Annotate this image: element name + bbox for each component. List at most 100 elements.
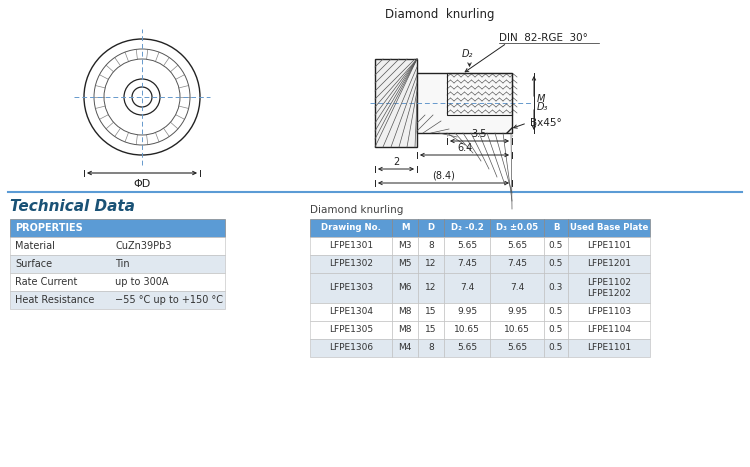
Text: LFPE1301: LFPE1301 bbox=[329, 241, 373, 250]
Text: PROPERTIES: PROPERTIES bbox=[15, 223, 82, 233]
Text: 0.5: 0.5 bbox=[549, 344, 563, 353]
FancyBboxPatch shape bbox=[444, 219, 490, 237]
Text: LFPE1102
LFPE1202: LFPE1102 LFPE1202 bbox=[587, 278, 631, 297]
Text: LFPE1201: LFPE1201 bbox=[587, 260, 631, 269]
FancyBboxPatch shape bbox=[568, 321, 650, 339]
Text: Surface: Surface bbox=[15, 259, 52, 269]
FancyBboxPatch shape bbox=[568, 303, 650, 321]
Text: M8: M8 bbox=[398, 325, 412, 334]
Text: M4: M4 bbox=[398, 344, 412, 353]
FancyBboxPatch shape bbox=[444, 303, 490, 321]
Text: LFPE1306: LFPE1306 bbox=[329, 344, 373, 353]
FancyBboxPatch shape bbox=[544, 321, 568, 339]
FancyBboxPatch shape bbox=[490, 273, 544, 303]
FancyBboxPatch shape bbox=[10, 237, 225, 255]
FancyBboxPatch shape bbox=[392, 303, 418, 321]
Text: Technical Data: Technical Data bbox=[10, 199, 135, 214]
FancyBboxPatch shape bbox=[10, 273, 225, 291]
Text: 7.45: 7.45 bbox=[457, 260, 477, 269]
Text: 12: 12 bbox=[425, 283, 436, 292]
FancyBboxPatch shape bbox=[544, 273, 568, 303]
FancyBboxPatch shape bbox=[490, 321, 544, 339]
FancyBboxPatch shape bbox=[444, 321, 490, 339]
FancyBboxPatch shape bbox=[490, 255, 544, 273]
Text: 15: 15 bbox=[425, 325, 436, 334]
FancyBboxPatch shape bbox=[544, 339, 568, 357]
Text: D₂: D₂ bbox=[462, 49, 473, 59]
Text: ΦD: ΦD bbox=[134, 179, 151, 189]
Text: 8: 8 bbox=[428, 241, 433, 250]
Text: M3: M3 bbox=[398, 241, 412, 250]
FancyBboxPatch shape bbox=[392, 255, 418, 273]
FancyBboxPatch shape bbox=[418, 219, 444, 237]
Text: LFPE1302: LFPE1302 bbox=[329, 260, 373, 269]
Text: 0.5: 0.5 bbox=[549, 241, 563, 250]
Text: 10.65: 10.65 bbox=[504, 325, 530, 334]
FancyBboxPatch shape bbox=[392, 237, 418, 255]
Text: 0.5: 0.5 bbox=[549, 260, 563, 269]
Text: Heat Resistance: Heat Resistance bbox=[15, 295, 94, 305]
FancyBboxPatch shape bbox=[392, 321, 418, 339]
Text: LFPE1305: LFPE1305 bbox=[329, 325, 373, 334]
FancyBboxPatch shape bbox=[392, 219, 418, 237]
FancyBboxPatch shape bbox=[568, 273, 650, 303]
Text: LFPE1103: LFPE1103 bbox=[587, 307, 631, 317]
Text: LFPE1101: LFPE1101 bbox=[587, 344, 631, 353]
Text: −55 °C up to +150 °C: −55 °C up to +150 °C bbox=[115, 295, 223, 305]
FancyBboxPatch shape bbox=[418, 237, 444, 255]
Text: 7.4: 7.4 bbox=[510, 283, 524, 292]
FancyBboxPatch shape bbox=[418, 255, 444, 273]
Text: Diamond knurling: Diamond knurling bbox=[310, 205, 404, 215]
FancyBboxPatch shape bbox=[10, 219, 225, 237]
Text: M5: M5 bbox=[398, 260, 412, 269]
FancyBboxPatch shape bbox=[310, 237, 392, 255]
Text: Diamond  knurling: Diamond knurling bbox=[385, 8, 494, 21]
Text: D: D bbox=[427, 224, 434, 233]
FancyBboxPatch shape bbox=[544, 237, 568, 255]
FancyBboxPatch shape bbox=[418, 321, 444, 339]
Text: Bx45°: Bx45° bbox=[530, 118, 562, 128]
Text: 7.4: 7.4 bbox=[460, 283, 474, 292]
FancyBboxPatch shape bbox=[392, 273, 418, 303]
Text: M: M bbox=[400, 224, 410, 233]
Text: 5.65: 5.65 bbox=[507, 241, 527, 250]
FancyBboxPatch shape bbox=[444, 339, 490, 357]
Text: Tin: Tin bbox=[115, 259, 130, 269]
FancyBboxPatch shape bbox=[490, 219, 544, 237]
Text: DIN  82-RGE  30°: DIN 82-RGE 30° bbox=[499, 33, 588, 43]
Text: LFPE1104: LFPE1104 bbox=[587, 325, 631, 334]
Text: 5.65: 5.65 bbox=[507, 344, 527, 353]
Text: 5.65: 5.65 bbox=[457, 241, 477, 250]
Text: M6: M6 bbox=[398, 283, 412, 292]
FancyBboxPatch shape bbox=[417, 73, 512, 133]
Text: LFPE1303: LFPE1303 bbox=[329, 283, 373, 292]
FancyBboxPatch shape bbox=[310, 303, 392, 321]
FancyBboxPatch shape bbox=[418, 273, 444, 303]
Text: 0.5: 0.5 bbox=[549, 307, 563, 317]
FancyBboxPatch shape bbox=[568, 339, 650, 357]
FancyBboxPatch shape bbox=[568, 237, 650, 255]
FancyBboxPatch shape bbox=[568, 219, 650, 237]
Text: 0.3: 0.3 bbox=[549, 283, 563, 292]
FancyBboxPatch shape bbox=[490, 303, 544, 321]
Text: LFPE1304: LFPE1304 bbox=[329, 307, 373, 317]
Text: 2: 2 bbox=[393, 157, 399, 167]
FancyBboxPatch shape bbox=[310, 321, 392, 339]
FancyBboxPatch shape bbox=[418, 339, 444, 357]
Text: Material: Material bbox=[15, 241, 55, 251]
FancyBboxPatch shape bbox=[10, 255, 225, 273]
Text: D₃: D₃ bbox=[537, 102, 548, 112]
Text: Rate Current: Rate Current bbox=[15, 277, 77, 287]
Text: M8: M8 bbox=[398, 307, 412, 317]
FancyBboxPatch shape bbox=[544, 303, 568, 321]
Text: LFPE1101: LFPE1101 bbox=[587, 241, 631, 250]
Text: D₂ -0.2: D₂ -0.2 bbox=[451, 224, 484, 233]
Text: up to 300A: up to 300A bbox=[115, 277, 169, 287]
Text: 0.5: 0.5 bbox=[549, 325, 563, 334]
Text: 7.45: 7.45 bbox=[507, 260, 527, 269]
FancyBboxPatch shape bbox=[490, 339, 544, 357]
Text: 5.65: 5.65 bbox=[457, 344, 477, 353]
Text: 9.95: 9.95 bbox=[457, 307, 477, 317]
Text: 12: 12 bbox=[425, 260, 436, 269]
FancyBboxPatch shape bbox=[568, 255, 650, 273]
